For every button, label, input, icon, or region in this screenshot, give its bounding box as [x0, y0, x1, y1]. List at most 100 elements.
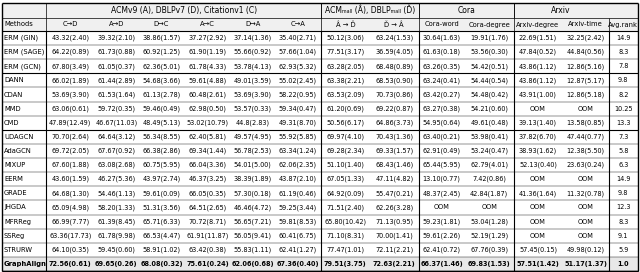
Text: ERM (GCN): ERM (GCN)	[4, 63, 41, 70]
Text: 67.05(1.33): 67.05(1.33)	[326, 176, 364, 183]
Text: Arxiv-time: Arxiv-time	[568, 21, 603, 27]
Text: 38.39(1.89): 38.39(1.89)	[234, 176, 272, 183]
Text: 62.98(0.50): 62.98(0.50)	[189, 105, 227, 112]
Text: MIXUP: MIXUP	[4, 162, 25, 168]
Text: 59.61(2.26): 59.61(2.26)	[422, 233, 461, 239]
Text: 62.06(0.68): 62.06(0.68)	[232, 261, 274, 267]
Text: DANN: DANN	[4, 78, 24, 84]
Text: 70.70(2.64): 70.70(2.64)	[51, 134, 89, 140]
Text: 43.91(1.00): 43.91(1.00)	[519, 91, 557, 98]
Text: 62.91(0.49): 62.91(0.49)	[422, 148, 461, 154]
Text: ACMₘₐₗₗ (Â), DBLPₘₐₗₗ (Ď): ACMₘₐₗₗ (Â), DBLPₘₐₗₗ (Ď)	[324, 6, 415, 15]
Text: 69.22(0.87): 69.22(0.87)	[375, 105, 413, 112]
Text: 75.61(0.24): 75.61(0.24)	[186, 261, 229, 267]
Text: SSReg: SSReg	[4, 233, 25, 239]
Text: MFRReg: MFRReg	[4, 219, 31, 225]
Text: 49.01(3.59): 49.01(3.59)	[234, 77, 272, 84]
Text: 56.34(8.55): 56.34(8.55)	[142, 134, 180, 140]
Text: 9.8: 9.8	[618, 78, 628, 84]
Text: 62.36(5.01): 62.36(5.01)	[143, 63, 180, 70]
Text: 70.43(1.36): 70.43(1.36)	[375, 134, 413, 140]
Text: 51.31(3.56): 51.31(3.56)	[142, 204, 180, 211]
Text: OOM: OOM	[434, 205, 450, 211]
Text: OOM: OOM	[577, 205, 593, 211]
Text: 54.21(0.60): 54.21(0.60)	[470, 105, 508, 112]
Text: 50.12(3.06): 50.12(3.06)	[326, 35, 364, 41]
Text: 64.51(2.65): 64.51(2.65)	[189, 204, 227, 211]
Text: OOM: OOM	[577, 106, 593, 112]
Text: 14.9: 14.9	[616, 35, 630, 41]
Text: 67.80(3.49): 67.80(3.49)	[51, 63, 89, 70]
Text: 42.84(1.87): 42.84(1.87)	[470, 190, 508, 197]
Text: 30.64(1.63): 30.64(1.63)	[422, 35, 461, 41]
Text: 62.93(5.32): 62.93(5.32)	[279, 63, 317, 70]
Text: 54.46(1.13): 54.46(1.13)	[97, 190, 135, 197]
Text: 43.86(1.12): 43.86(1.12)	[519, 77, 557, 84]
Text: 37.82(6.70): 37.82(6.70)	[519, 134, 557, 140]
Text: AdaGCN: AdaGCN	[4, 148, 32, 154]
Text: ACMv9 (A), DBLPv7 (D), Citationv1 (C): ACMv9 (A), DBLPv7 (D), Citationv1 (C)	[111, 6, 257, 15]
Text: 53.56(0.30): 53.56(0.30)	[470, 49, 508, 55]
Text: 67.36(0.40): 67.36(0.40)	[276, 261, 319, 267]
Text: 61.78(4.33): 61.78(4.33)	[189, 63, 227, 70]
Text: 47.89(12.49): 47.89(12.49)	[49, 119, 92, 126]
Text: 64.22(0.89): 64.22(0.89)	[51, 49, 89, 55]
Text: 6.3: 6.3	[618, 162, 628, 168]
Text: 65.80(10.42): 65.80(10.42)	[324, 218, 366, 225]
Text: 50.56(6.17): 50.56(6.17)	[326, 119, 364, 126]
Text: 62.41(1.27): 62.41(1.27)	[279, 247, 317, 253]
Text: 64.92(0.09): 64.92(0.09)	[326, 190, 364, 197]
Text: 64.64(3.12): 64.64(3.12)	[97, 134, 135, 140]
Text: Methods: Methods	[4, 21, 33, 27]
Text: 59.23(1.81): 59.23(1.81)	[422, 218, 461, 225]
Text: Cora: Cora	[457, 6, 475, 15]
Text: 71.13(0.95): 71.13(0.95)	[375, 218, 413, 225]
Text: 57.51(1.42): 57.51(1.42)	[516, 261, 559, 267]
Text: 60.92(1.25): 60.92(1.25)	[143, 49, 180, 55]
Text: 52.13(0.40): 52.13(0.40)	[519, 162, 557, 168]
Text: 54.48(0.42): 54.48(0.42)	[470, 91, 508, 98]
Text: OOM: OOM	[530, 205, 546, 211]
Text: 51.10(1.40): 51.10(1.40)	[326, 162, 364, 168]
Text: 64.68(1.30): 64.68(1.30)	[51, 190, 89, 197]
Text: 57.45(0.15): 57.45(0.15)	[519, 247, 557, 253]
Text: 53.69(3.90): 53.69(3.90)	[234, 91, 272, 98]
Text: 61.73(0.88): 61.73(0.88)	[97, 49, 135, 55]
Text: 56.78(2.53): 56.78(2.53)	[234, 148, 272, 154]
Text: 53.24(0.47): 53.24(0.47)	[470, 148, 508, 154]
Text: 66.04(3.36): 66.04(3.36)	[189, 162, 227, 168]
Bar	[2, 257, 638, 271]
Text: CDAN: CDAN	[4, 92, 23, 98]
Text: 23.63(0.24): 23.63(0.24)	[566, 162, 604, 168]
Text: D→A: D→A	[245, 21, 260, 27]
Text: OOM: OOM	[577, 219, 593, 225]
Text: 46.37(3.25): 46.37(3.25)	[189, 176, 227, 183]
Text: OOM: OOM	[577, 233, 593, 239]
Text: OOM: OOM	[530, 233, 546, 239]
Text: 63.42(0.38): 63.42(0.38)	[189, 247, 227, 253]
Text: 68.53(0.90): 68.53(0.90)	[375, 77, 413, 84]
Text: OOM: OOM	[530, 106, 546, 112]
Text: 53.57(0.33): 53.57(0.33)	[234, 105, 272, 112]
Text: 54.68(3.66): 54.68(3.66)	[142, 77, 180, 84]
Text: OOM: OOM	[481, 205, 497, 211]
Text: Ď → Â: Ď → Â	[385, 21, 404, 28]
Text: 44.84(0.56): 44.84(0.56)	[566, 49, 604, 55]
Text: 79.51(3.75): 79.51(3.75)	[324, 261, 367, 267]
Text: 14.9: 14.9	[616, 176, 630, 182]
Text: 63.28(2.05): 63.28(2.05)	[326, 63, 364, 70]
Text: 49.61(0.48): 49.61(0.48)	[470, 119, 508, 126]
Text: 36.59(4.05): 36.59(4.05)	[375, 49, 413, 55]
Text: 71.51(2.40): 71.51(2.40)	[326, 204, 364, 211]
Text: Cora-degree: Cora-degree	[468, 21, 510, 27]
Text: 72.11(2.21): 72.11(2.21)	[375, 247, 413, 253]
Text: 61.63(0.18): 61.63(0.18)	[422, 49, 461, 55]
Text: 55.47(0.21): 55.47(0.21)	[375, 190, 413, 197]
Text: 77.47(1.01): 77.47(1.01)	[326, 247, 364, 253]
Text: 69.97(4.10): 69.97(4.10)	[326, 134, 364, 140]
Text: 63.38(2.21): 63.38(2.21)	[326, 77, 364, 84]
Text: 43.86(1.12): 43.86(1.12)	[519, 63, 557, 70]
Bar	[2, 3, 638, 31]
Text: 49.31(8.70): 49.31(8.70)	[279, 119, 317, 126]
Text: 66.99(7.77): 66.99(7.77)	[51, 218, 89, 225]
